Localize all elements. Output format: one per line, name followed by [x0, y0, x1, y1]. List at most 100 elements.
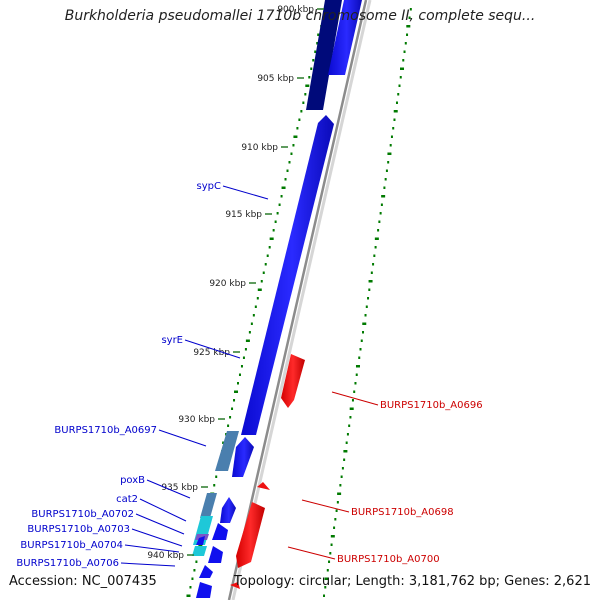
gc-dot: [300, 110, 303, 113]
gene-feature-A0706[interactable]: [196, 582, 212, 598]
gc-dot: [324, 586, 327, 589]
gene-feature-A0698[interactable]: [257, 482, 270, 490]
tick-label: 930 kbp: [178, 415, 215, 425]
leader-line: [158, 429, 207, 447]
gc-dot: [374, 237, 379, 240]
gc-dot: [330, 543, 333, 546]
gene-feature-A0696[interactable]: [281, 354, 305, 408]
leader-line: [222, 185, 269, 200]
gc-dot: [362, 331, 365, 334]
tick-label: 900 kbp: [277, 5, 314, 15]
gc-dot: [385, 169, 388, 172]
gc-dot: [336, 501, 339, 504]
reverse-strand-track: [230, 354, 305, 589]
gc-dot: [290, 152, 293, 155]
gc-dot: [348, 424, 351, 427]
gene-feature[interactable]: [212, 523, 228, 540]
gc-dot: [262, 271, 265, 274]
gc-dot: [191, 577, 194, 580]
gc-dot: [260, 280, 263, 283]
gc-dot: [404, 42, 407, 45]
gc-dot: [365, 305, 368, 308]
topology-summary: Topology: circular; Length: 3,181,762 bp…: [233, 574, 591, 589]
gc-dot: [244, 348, 247, 351]
gc-dot: [193, 569, 196, 572]
gene-feature-reverse[interactable]: [230, 582, 240, 589]
gene-label-a0698[interactable]: BURPS1710b_A0698: [351, 507, 454, 518]
gc-dot: [328, 560, 331, 563]
gene-label-a0700[interactable]: BURPS1710b_A0700: [337, 554, 440, 565]
gene-feature-A0700[interactable]: [236, 502, 265, 568]
gc-dot: [292, 144, 295, 147]
gene-feature-poxB[interactable]: [200, 493, 217, 518]
gene-label-a0697[interactable]: BURPS1710b_A0697: [54, 425, 157, 436]
gc-dot: [397, 93, 400, 96]
gc-dot: [358, 356, 361, 359]
gene-label-a0703[interactable]: BURPS1710b_A0703: [27, 524, 130, 535]
tick-label: 910 kbp: [241, 143, 278, 153]
gene-feature[interactable]: [199, 565, 213, 578]
gc-dot: [302, 101, 305, 104]
gene-feature-A0703[interactable]: [192, 546, 207, 556]
gc-dot: [286, 169, 289, 172]
gc-dot: [384, 178, 387, 181]
gc-dot: [238, 373, 241, 376]
gc-dot: [333, 526, 336, 529]
gc-dot: [343, 458, 346, 461]
gc-dot: [345, 441, 348, 444]
gene-feature-dark[interactable]: [306, 0, 342, 110]
gc-dot: [387, 161, 390, 164]
forward-strand-track: [192, 0, 362, 598]
gc-dot: [268, 246, 271, 249]
gc-dot: [351, 399, 354, 402]
gc-dot: [362, 322, 367, 325]
gene-label-poxB[interactable]: poxB: [120, 475, 145, 486]
gc-dot: [254, 305, 257, 308]
gene-feature-A0704[interactable]: [196, 536, 205, 545]
tick-label: 920 kbp: [209, 279, 246, 289]
tick-label: 935 kbp: [161, 483, 198, 493]
gene-feature[interactable]: [208, 546, 223, 563]
gc-dot: [372, 263, 375, 266]
gene-label-a0706[interactable]: BURPS1710b_A0706: [16, 558, 119, 569]
gene-label-syrE[interactable]: syrE: [161, 335, 183, 346]
gc-dot: [406, 33, 409, 36]
gc-dot: [341, 467, 344, 470]
gc-track-outer: [323, 8, 412, 597]
leader-line: [139, 498, 187, 522]
gene-labels: sypC syrE BURPS1710b_A0697 poxB cat2 BURPS171…: [16, 181, 482, 569]
gc-dot: [377, 229, 380, 232]
gene-label-a0702[interactable]: BURPS1710b_A0702: [31, 509, 134, 520]
gene-feature[interactable]: [328, 0, 362, 75]
gene-label-sypC[interactable]: sypC: [197, 181, 221, 192]
gc-dot: [231, 407, 234, 410]
gene-feature[interactable]: [220, 497, 236, 523]
leader-line: [287, 546, 336, 560]
gc-dot: [406, 25, 411, 28]
gc-dot: [408, 16, 411, 19]
gc-dot: [378, 220, 381, 223]
gene-label-a0704[interactable]: BURPS1710b_A0704: [20, 540, 123, 551]
map-title: Burkholderia pseudomallei 1710b chromoso…: [64, 8, 536, 24]
gc-dot: [334, 518, 337, 521]
gc-dot: [402, 59, 405, 62]
gene-label-cat2[interactable]: cat2: [116, 494, 138, 505]
gc-dot: [314, 50, 317, 53]
gene-feature-A0697[interactable]: [215, 431, 239, 471]
gc-dot: [284, 178, 287, 181]
gc-dot: [346, 433, 349, 436]
gc-dot: [383, 186, 386, 189]
gc-dot: [276, 212, 279, 215]
gc-dot: [229, 416, 232, 419]
gc-dot: [296, 127, 299, 130]
gc-dot: [256, 297, 259, 300]
gc-dot: [399, 76, 402, 79]
gc-dot: [280, 195, 283, 198]
gene-feature-syrE[interactable]: [241, 115, 334, 435]
gene-label-a0696[interactable]: BURPS1710b_A0696: [380, 400, 483, 411]
gene-feature[interactable]: [232, 437, 254, 477]
gc-dot: [360, 339, 363, 342]
gc-dot: [236, 382, 239, 385]
gc-dot: [379, 212, 382, 215]
